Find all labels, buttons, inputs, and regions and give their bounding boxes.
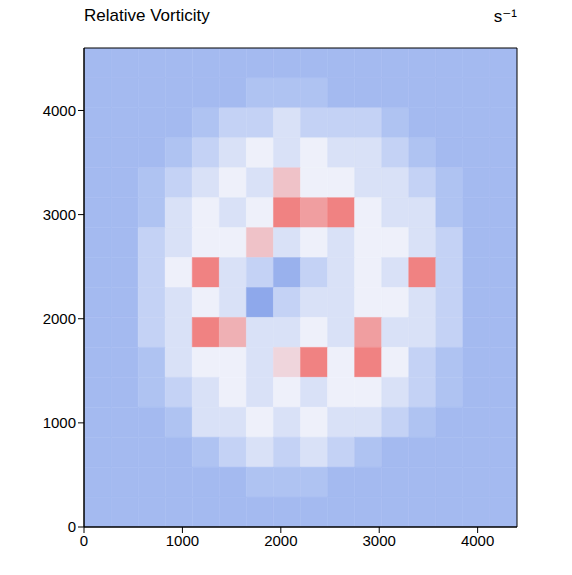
svg-text:4000: 4000 [43,102,76,119]
html-text:Relative Vorticity: Relative Vorticity [84,6,210,25]
svg-text:2000: 2000 [43,310,76,327]
svg-text:0: 0 [80,532,88,549]
html-text:s⁻¹: s⁻¹ [493,7,517,26]
svg-text:1000: 1000 [43,414,76,431]
svg-text:1000: 1000 [166,532,199,549]
svg-text:3000: 3000 [43,206,76,223]
svg-text:3000: 3000 [363,532,396,549]
svg-text:2000: 2000 [264,532,297,549]
svg-text:0: 0 [68,518,76,535]
svg-text:4000: 4000 [461,532,494,549]
